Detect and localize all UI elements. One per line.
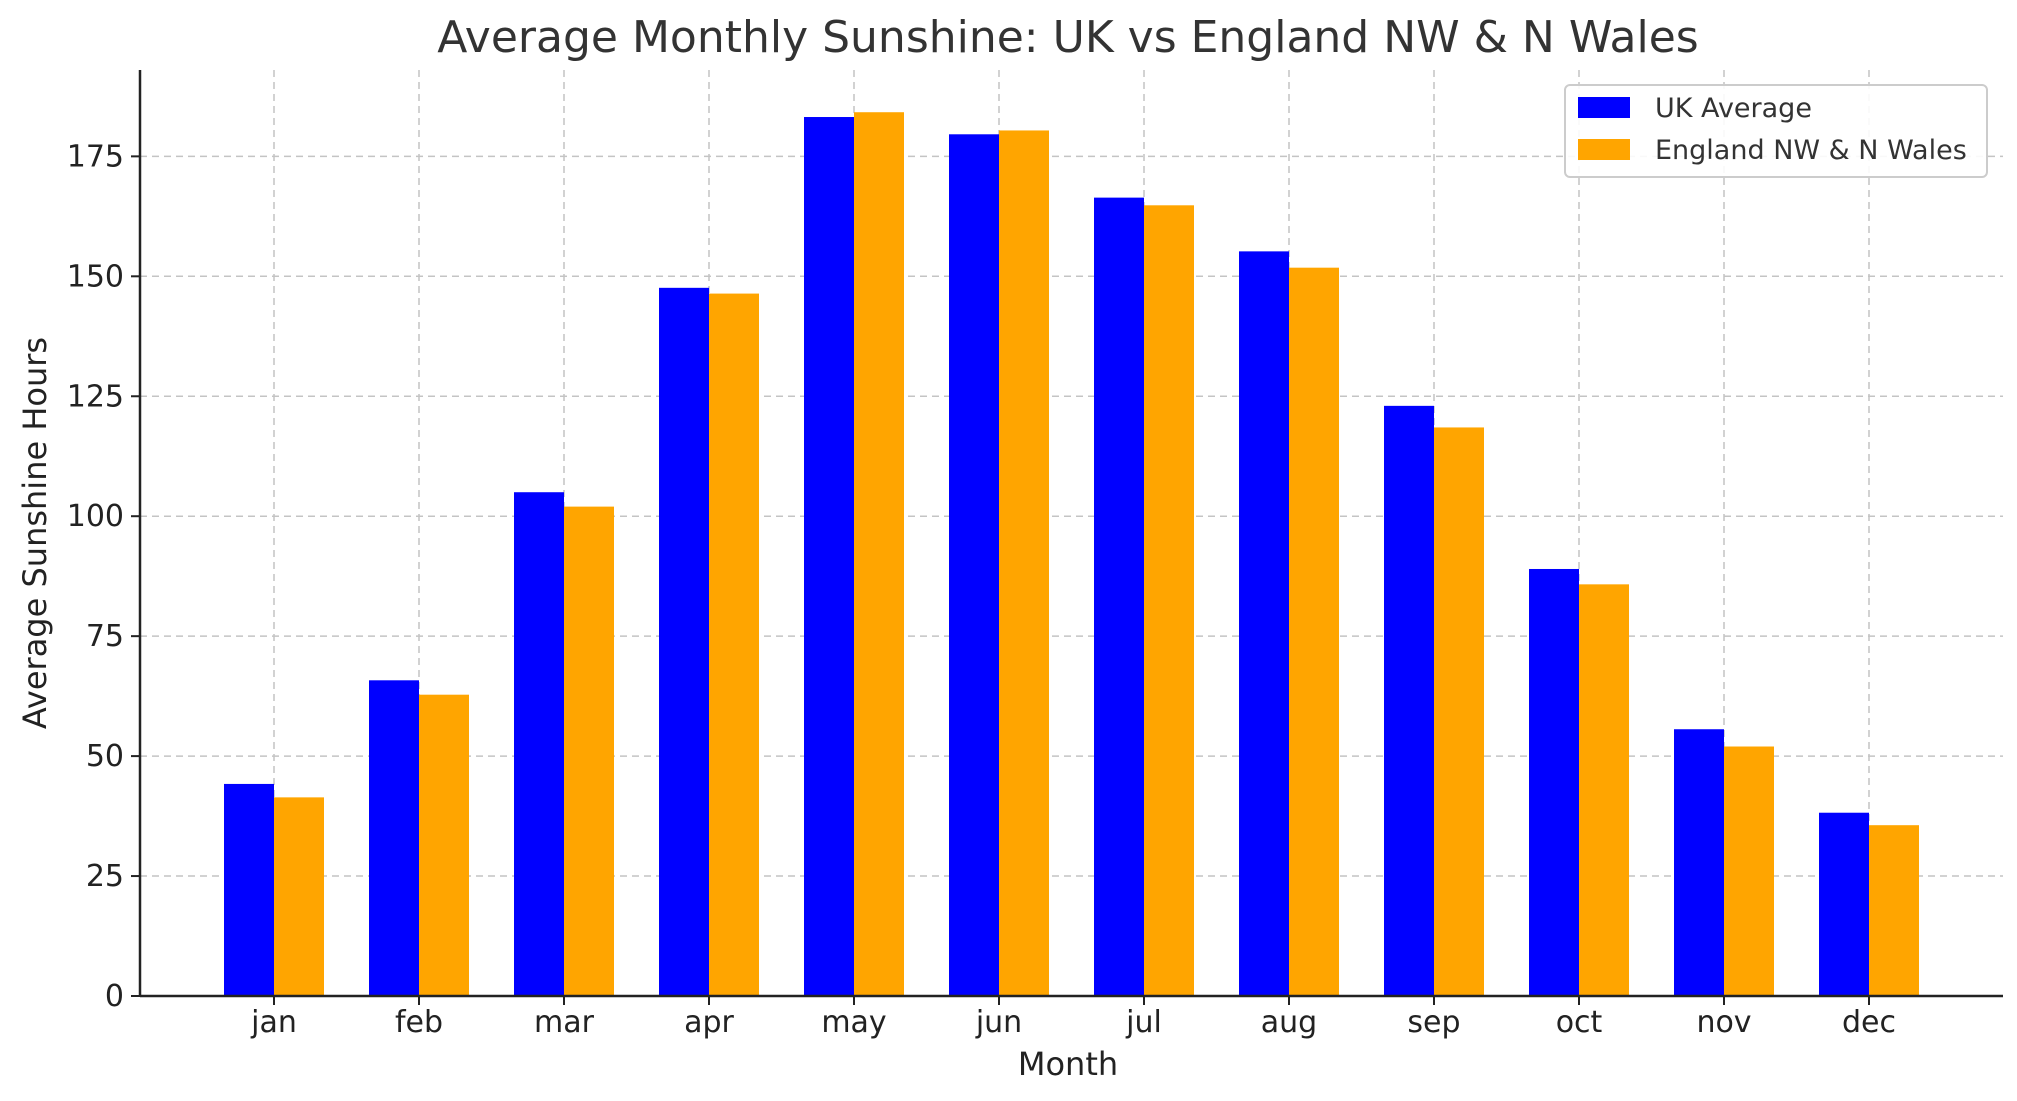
bar-uk-average-may (804, 117, 854, 996)
bar-uk-average-oct (1529, 568, 1579, 996)
bar-england-nw-n-wales-jul (1144, 205, 1194, 996)
bar-england-nw-n-wales-may (854, 112, 904, 997)
x-tick-label-oct: oct (1556, 1005, 1603, 1040)
bar-uk-average-jun (949, 134, 999, 996)
y-tick-label: 75 (86, 619, 124, 654)
bar-uk-average-nov (1674, 729, 1724, 996)
bar-england-nw-n-wales-jun (999, 130, 1049, 997)
chart-title: Average Monthly Sunshine: UK vs England … (437, 12, 1698, 63)
y-tick-label: 150 (67, 259, 124, 294)
bar-uk-average-apr (659, 287, 709, 996)
x-tick-label-dec: dec (1842, 1005, 1896, 1040)
bar-england-nw-n-wales-aug (1289, 267, 1339, 996)
bar-uk-average-aug (1239, 251, 1289, 996)
bar-uk-average-feb (369, 680, 419, 996)
legend: UK Average England NW & N Wales (1564, 84, 1988, 178)
bar-england-nw-n-wales-sep (1434, 427, 1484, 997)
x-tick-label-jun: jun (975, 1005, 1022, 1040)
x-tick-label-jul: jul (1125, 1005, 1162, 1040)
legend-label-england-nw-n-wales: England NW & N Wales (1655, 135, 1967, 166)
x-ticks: jan feb mar apr may jun jul aug sep oct nov dec (250, 996, 1896, 1040)
bar-england-nw-n-wales-nov (1724, 746, 1774, 996)
legend-label-uk-average: UK Average (1655, 93, 1812, 124)
bars (224, 112, 1919, 997)
x-tick-label-jan: jan (250, 1005, 297, 1040)
y-tick-label: 125 (67, 379, 124, 414)
bar-uk-average-mar (514, 492, 564, 996)
x-tick-label-may: may (821, 1005, 886, 1040)
bar-uk-average-dec (1819, 812, 1869, 996)
legend-box (1564, 84, 1988, 178)
x-tick-label-apr: apr (684, 1005, 734, 1040)
bar-england-nw-n-wales-mar (564, 506, 614, 996)
x-tick-label-nov: nov (1696, 1005, 1751, 1040)
x-tick-label-feb: feb (395, 1005, 443, 1040)
y-tick-label: 175 (67, 139, 124, 174)
bar-england-nw-n-wales-jan (274, 797, 324, 996)
axes (138, 70, 2003, 998)
legend-swatch-uk-average (1578, 97, 1630, 118)
bar-england-nw-n-wales-dec (1869, 825, 1919, 996)
bar-uk-average-jan (224, 783, 274, 996)
bar-england-nw-n-wales-feb (419, 694, 469, 996)
bar-england-nw-n-wales-oct (1579, 584, 1629, 996)
y-tick-label: 25 (86, 859, 124, 894)
bar-england-nw-n-wales-apr (709, 293, 759, 997)
y-axis-label: Average Sunshine Hours (16, 337, 54, 729)
y-ticks: 0 25 50 75 100 125 150 175 (67, 139, 140, 1014)
legend-swatch-england-nw-n-wales (1578, 139, 1630, 160)
bar-uk-average-sep (1384, 405, 1434, 996)
y-tick-label: 0 (105, 979, 124, 1014)
y-tick-label: 50 (86, 739, 124, 774)
x-tick-label-mar: mar (534, 1005, 595, 1040)
x-tick-label-sep: sep (1407, 1005, 1460, 1040)
x-tick-label-aug: aug (1261, 1005, 1317, 1040)
bar-uk-average-jul (1094, 197, 1144, 996)
x-axis-label: Month (1018, 1045, 1118, 1083)
y-tick-label: 100 (67, 499, 124, 534)
